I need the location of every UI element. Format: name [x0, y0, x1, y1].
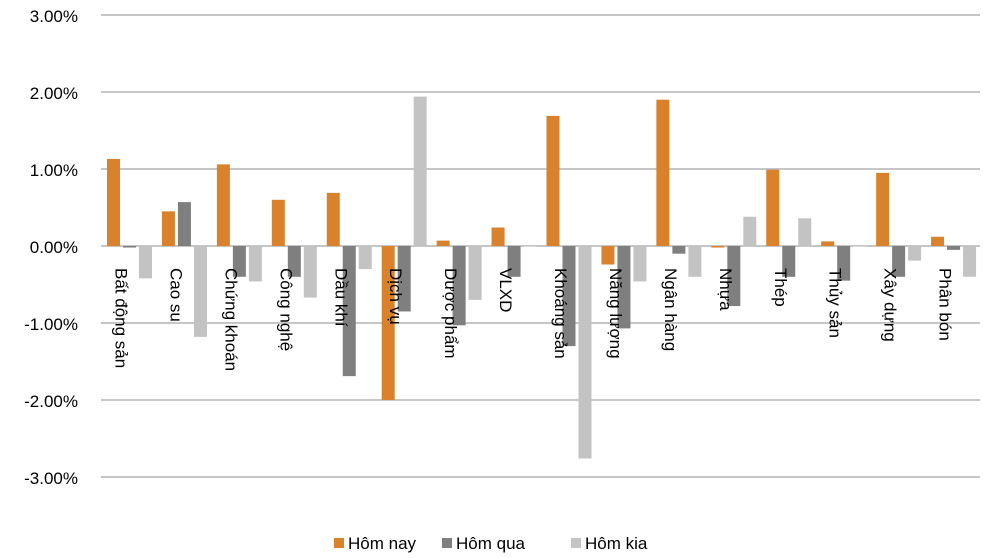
category-labels: Bất động sản Cao su Chứng khoán Công nghệ Dầ…	[112, 268, 955, 371]
bar	[727, 246, 741, 307]
legend-swatch-hom-qua	[442, 538, 452, 548]
bars	[107, 96, 977, 459]
category-label: Chứng khoán	[221, 268, 240, 371]
bar	[766, 169, 780, 246]
bar	[821, 241, 835, 246]
bar	[139, 246, 152, 279]
y-tick-label: -2.00%	[24, 392, 78, 411]
bar	[232, 246, 246, 277]
category-label: Thép	[771, 268, 790, 307]
bar	[633, 246, 647, 282]
bar	[523, 246, 537, 247]
bar	[326, 192, 340, 246]
y-tick-label: -3.00%	[24, 469, 78, 488]
category-label: Phân bón	[936, 268, 955, 341]
bar	[216, 164, 230, 246]
bar	[601, 246, 615, 265]
bar	[656, 99, 670, 246]
bar	[123, 246, 136, 248]
gridlines	[101, 14, 980, 478]
bar	[381, 246, 395, 400]
category-label: Công nghệ	[276, 268, 295, 351]
bar	[436, 240, 450, 246]
bar	[397, 246, 411, 312]
legend-label-hom-qua: Hôm qua	[456, 534, 526, 553]
bar	[931, 236, 945, 246]
y-tick-label: 2.00%	[30, 84, 78, 103]
bar	[837, 246, 851, 281]
y-axis-tick-labels: 3.00% 2.00% 1.00% 0.00% -1.00% -2.00% -3…	[24, 7, 78, 488]
category-label: Cao su	[166, 268, 185, 322]
bar	[342, 246, 356, 377]
bar	[287, 246, 301, 277]
legend: Hôm nay Hôm qua Hôm kia	[334, 534, 648, 553]
bar	[853, 246, 867, 247]
category-label: Ngân hàng	[661, 268, 680, 351]
bar	[271, 199, 285, 246]
bar	[876, 172, 890, 246]
bar	[743, 216, 757, 246]
bar	[248, 246, 262, 282]
bar	[798, 218, 812, 246]
bar	[358, 246, 372, 270]
bar	[908, 246, 922, 261]
bar	[193, 246, 207, 337]
bar	[711, 246, 725, 248]
y-tick-label: 3.00%	[30, 7, 78, 26]
category-label: Dược phẩm	[441, 268, 460, 359]
bar	[413, 96, 427, 247]
legend-swatch-hom-nay	[334, 538, 344, 548]
category-label: Dầu khí	[331, 268, 350, 327]
bar	[562, 246, 576, 347]
bar	[672, 246, 686, 254]
category-label: Nhựa	[716, 268, 735, 311]
category-label: VLXD	[496, 268, 515, 312]
bar	[578, 246, 592, 459]
y-tick-label: -1.00%	[24, 315, 78, 334]
bar	[491, 227, 505, 246]
bar	[617, 246, 631, 329]
category-label: Khoáng sản	[551, 268, 570, 359]
category-label: Xây dựng	[881, 268, 900, 342]
bar	[947, 246, 961, 250]
legend-label-hom-nay: Hôm nay	[348, 534, 417, 553]
bar	[452, 246, 466, 326]
bar	[177, 202, 191, 246]
bar	[963, 246, 977, 277]
legend-swatch-hom-kia	[571, 538, 581, 548]
bar	[688, 246, 702, 277]
bar	[546, 115, 560, 247]
y-tick-label: 1.00%	[30, 161, 78, 180]
legend-label-hom-kia: Hôm kia	[585, 534, 648, 553]
category-label: Thủy sản	[826, 268, 845, 338]
bar	[107, 158, 120, 246]
category-label: Dịch vụ	[386, 268, 405, 325]
bar	[303, 246, 317, 298]
bar	[892, 246, 906, 277]
y-tick-label: 0.00%	[30, 238, 78, 257]
bar	[468, 246, 482, 300]
bar	[161, 211, 175, 246]
bar	[782, 246, 796, 277]
bar	[507, 246, 521, 277]
category-label: Bất động sản	[112, 268, 131, 368]
category-label: Năng lượng	[606, 268, 625, 359]
